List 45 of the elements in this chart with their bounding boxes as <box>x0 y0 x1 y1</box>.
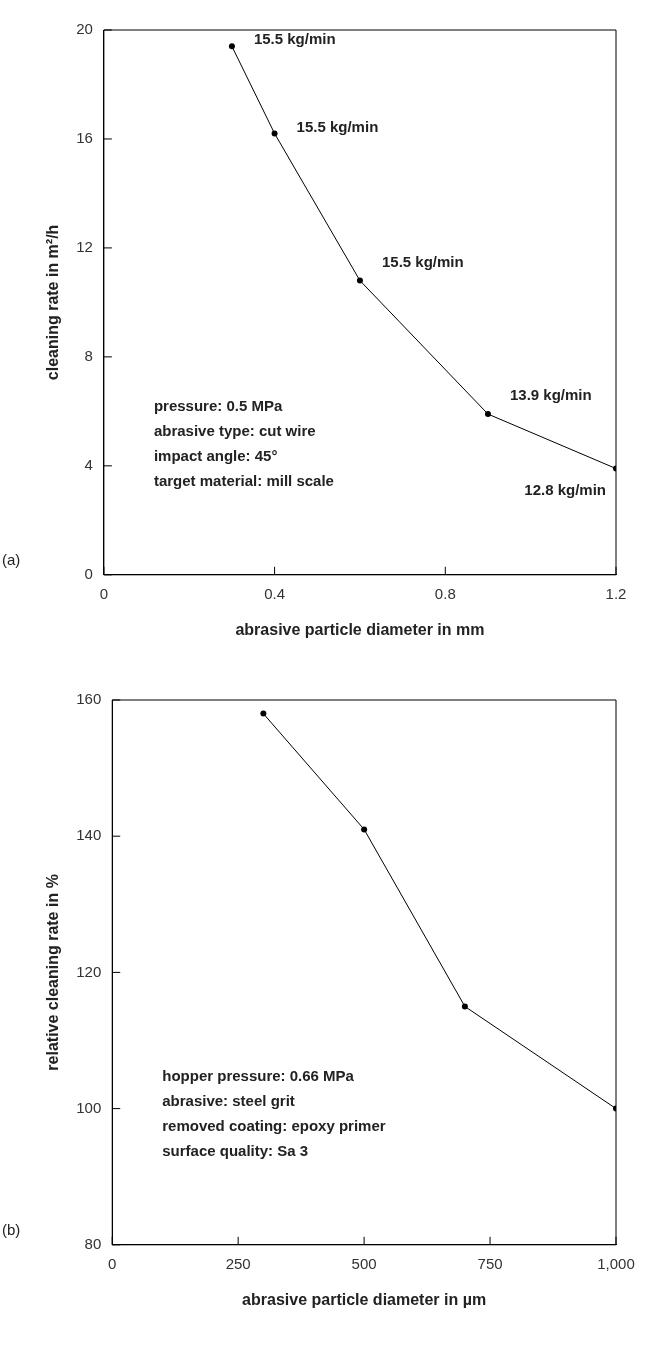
x-axis-title: abrasive particle diameter in mm <box>235 620 485 638</box>
annotation: 15.5 kg/min <box>296 117 379 135</box>
x-tick-label: 500 <box>351 1254 377 1272</box>
y-tick-label: 16 <box>76 129 93 147</box>
point <box>461 1003 468 1010</box>
y-tick-label: 4 <box>84 455 93 473</box>
point <box>271 130 278 137</box>
annotation: pressure: 0.5 MPa <box>153 396 283 414</box>
x-tick-label: 0.4 <box>264 584 286 602</box>
y-tick-label: 120 <box>76 962 102 980</box>
y-tick-label: 0 <box>84 564 93 582</box>
y-tick-label: 160 <box>76 690 102 708</box>
annotation: 13.9 kg/min <box>509 386 592 404</box>
annotation: hopper pressure: 0.66 MPa <box>162 1066 355 1084</box>
point <box>260 710 267 717</box>
point <box>484 411 491 418</box>
annotation: abrasive: steel grit <box>162 1091 295 1109</box>
x-axis-title: abrasive particle diameter in µm <box>242 1290 487 1308</box>
x-tick-label: 0.8 <box>434 584 456 602</box>
y-tick-label: 8 <box>84 347 93 365</box>
y-axis-title: cleaning rate in m²/h <box>44 224 62 381</box>
y-tick-label: 12 <box>76 238 93 256</box>
annotation: 15.5 kg/min <box>381 252 464 270</box>
annotation: surface quality: Sa 3 <box>162 1141 309 1159</box>
annotation: target material: mill scale <box>153 471 334 489</box>
text: (b) <box>2 1220 21 1238</box>
y-tick-label: 20 <box>76 20 93 38</box>
x-tick-label: 750 <box>477 1254 503 1272</box>
point <box>356 277 363 284</box>
y-tick-label: 80 <box>84 1234 102 1252</box>
annotation: 12.8 kg/min <box>524 480 606 498</box>
point <box>228 43 235 50</box>
point <box>361 826 368 833</box>
y-tick-label: 100 <box>76 1098 102 1116</box>
text: (a) <box>2 550 21 568</box>
x-tick-label: 250 <box>225 1254 251 1272</box>
x-tick-label: 0 <box>108 1254 117 1272</box>
annotation: abrasive type: cut wire <box>153 421 316 439</box>
x-tick-label: 1.2 <box>605 584 627 602</box>
y-axis-title: relative cleaning rate in % <box>44 874 62 1071</box>
annotation: removed coating: epoxy primer <box>162 1116 386 1134</box>
x-tick-label: 1,000 <box>597 1254 635 1272</box>
annotation: impact angle: 45° <box>153 446 278 464</box>
y-tick-label: 140 <box>76 826 102 844</box>
annotation: 15.5 kg/min <box>253 30 336 48</box>
